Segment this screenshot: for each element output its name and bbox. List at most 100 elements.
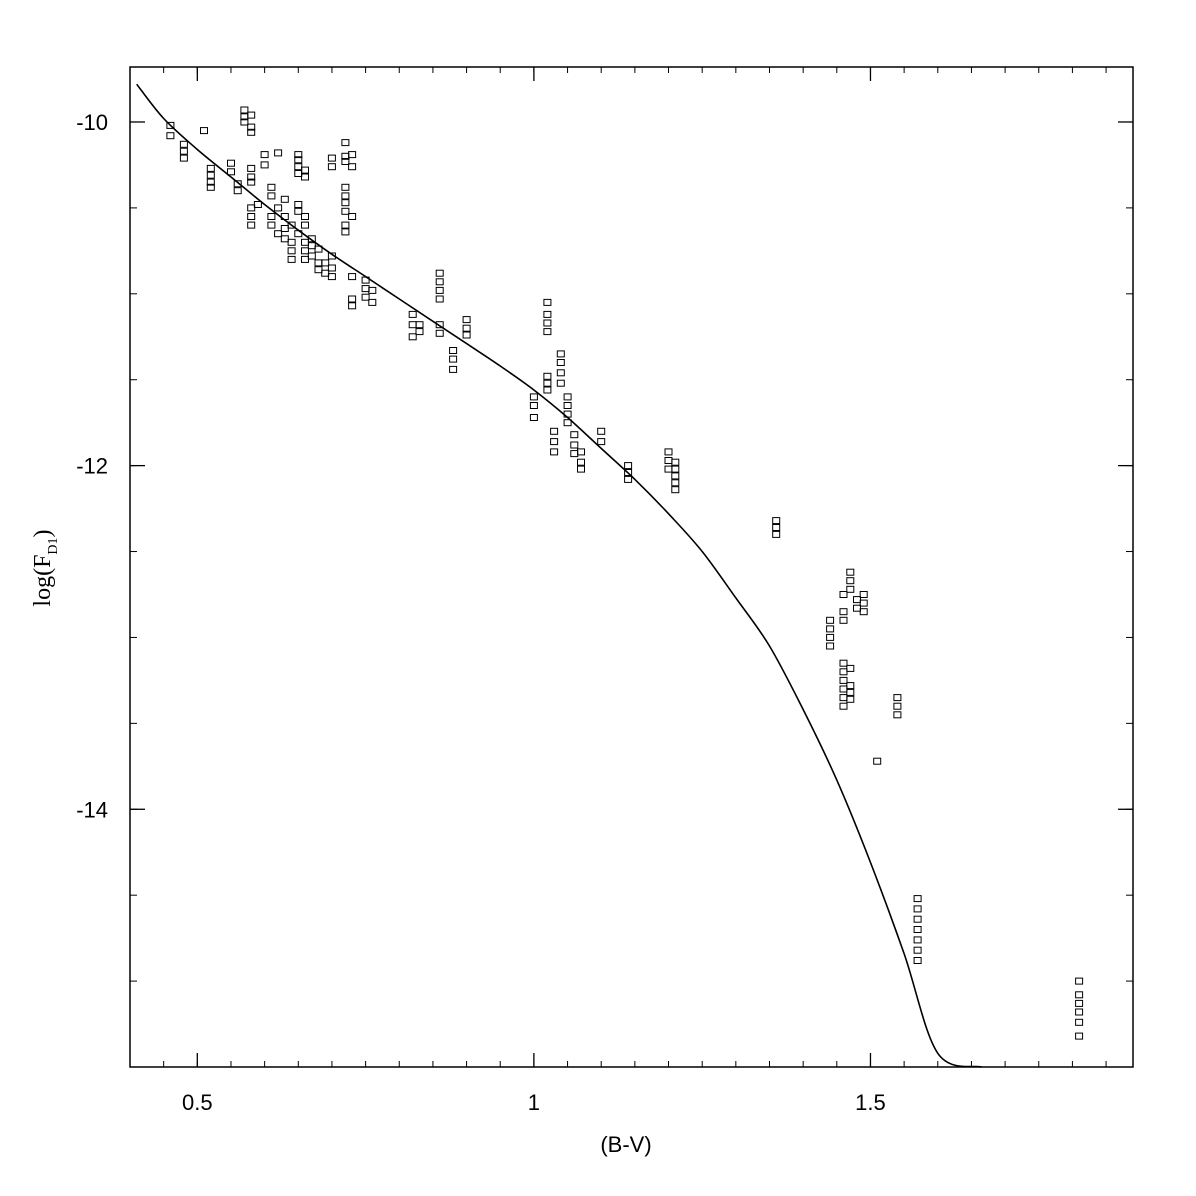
data-point [287, 247, 296, 255]
data-point [267, 213, 276, 220]
data-point [913, 957, 922, 964]
data-point [839, 676, 848, 684]
data-point [826, 625, 835, 633]
data-point [247, 173, 256, 181]
data-point [435, 329, 444, 337]
data-point [327, 163, 336, 171]
data-point [200, 127, 208, 135]
data-point [274, 149, 283, 157]
data-point [624, 462, 633, 470]
data-point [206, 171, 215, 179]
data-point [321, 259, 330, 267]
data-point [859, 599, 868, 607]
data-point [301, 247, 309, 255]
data-point [361, 285, 370, 293]
data-point [348, 295, 357, 303]
y-tick-label: -14 [76, 797, 108, 822]
data-point [772, 524, 781, 531]
data-point [556, 369, 565, 377]
data-point [294, 201, 303, 208]
data-point [624, 475, 633, 483]
data-point [301, 166, 309, 174]
data-point [529, 393, 538, 401]
data-point [287, 255, 296, 263]
data-point [462, 331, 471, 339]
data-point [341, 158, 350, 165]
data-point [179, 140, 188, 148]
data-point [671, 458, 680, 466]
data-point [839, 608, 848, 616]
data-point [570, 450, 579, 458]
data-point [839, 685, 848, 693]
data-point [577, 465, 585, 473]
data-point [826, 642, 835, 650]
data-point [348, 213, 357, 220]
y-tick-labels: -10 -12 -14 [76, 110, 108, 822]
data-point [563, 402, 572, 409]
data-point [368, 286, 377, 294]
data-point [577, 458, 585, 466]
data-point [913, 905, 922, 913]
data-point [846, 688, 855, 696]
data-point [563, 393, 572, 401]
y-tick-label: -10 [76, 110, 108, 135]
data-point [341, 228, 350, 236]
data-point [664, 457, 673, 464]
data-point [301, 173, 309, 181]
data-point [839, 702, 848, 710]
data-point [435, 269, 444, 277]
data-point [839, 591, 848, 598]
data-point [893, 694, 902, 702]
data-point [839, 668, 848, 676]
data-point [233, 187, 242, 195]
data-point [1075, 991, 1084, 999]
data-point [556, 350, 565, 358]
data-point [253, 201, 262, 208]
data-point [260, 151, 269, 159]
data-point [550, 427, 559, 435]
data-point [449, 347, 458, 354]
data-point [839, 694, 848, 702]
data-point [307, 252, 316, 260]
data-point [415, 321, 424, 329]
data-point [267, 221, 276, 229]
data-point [321, 269, 330, 277]
data-point [435, 286, 444, 294]
data-point [671, 486, 680, 494]
y-axis-title-close: ) [30, 529, 56, 537]
data-point [772, 530, 781, 538]
data-point [348, 273, 357, 281]
data-point [529, 414, 538, 421]
data-point [348, 151, 357, 159]
data-point [301, 238, 309, 246]
data-point [543, 298, 552, 306]
data-point [301, 221, 309, 229]
data-point [327, 273, 336, 281]
data-point [267, 183, 276, 191]
data-point [839, 616, 848, 624]
data-point [240, 106, 249, 114]
data-point [314, 245, 323, 253]
data-point [839, 659, 848, 667]
major-ticks [130, 67, 1133, 1067]
data-point [671, 479, 680, 487]
data-point [247, 178, 256, 186]
data-point [361, 293, 370, 301]
data-point [543, 310, 552, 318]
y-tick-label: -12 [76, 454, 108, 479]
data-point [846, 664, 855, 672]
data-point [449, 355, 458, 363]
data-point [913, 915, 922, 923]
data-point [846, 577, 855, 585]
data-point [307, 235, 316, 243]
data-point [247, 164, 256, 172]
data-point [247, 123, 256, 131]
data-point [294, 230, 303, 238]
data-point [287, 238, 296, 246]
data-point [1075, 1018, 1084, 1026]
data-point [294, 170, 303, 177]
data-point [435, 278, 444, 286]
data-point [247, 128, 256, 136]
data-point [853, 596, 861, 604]
